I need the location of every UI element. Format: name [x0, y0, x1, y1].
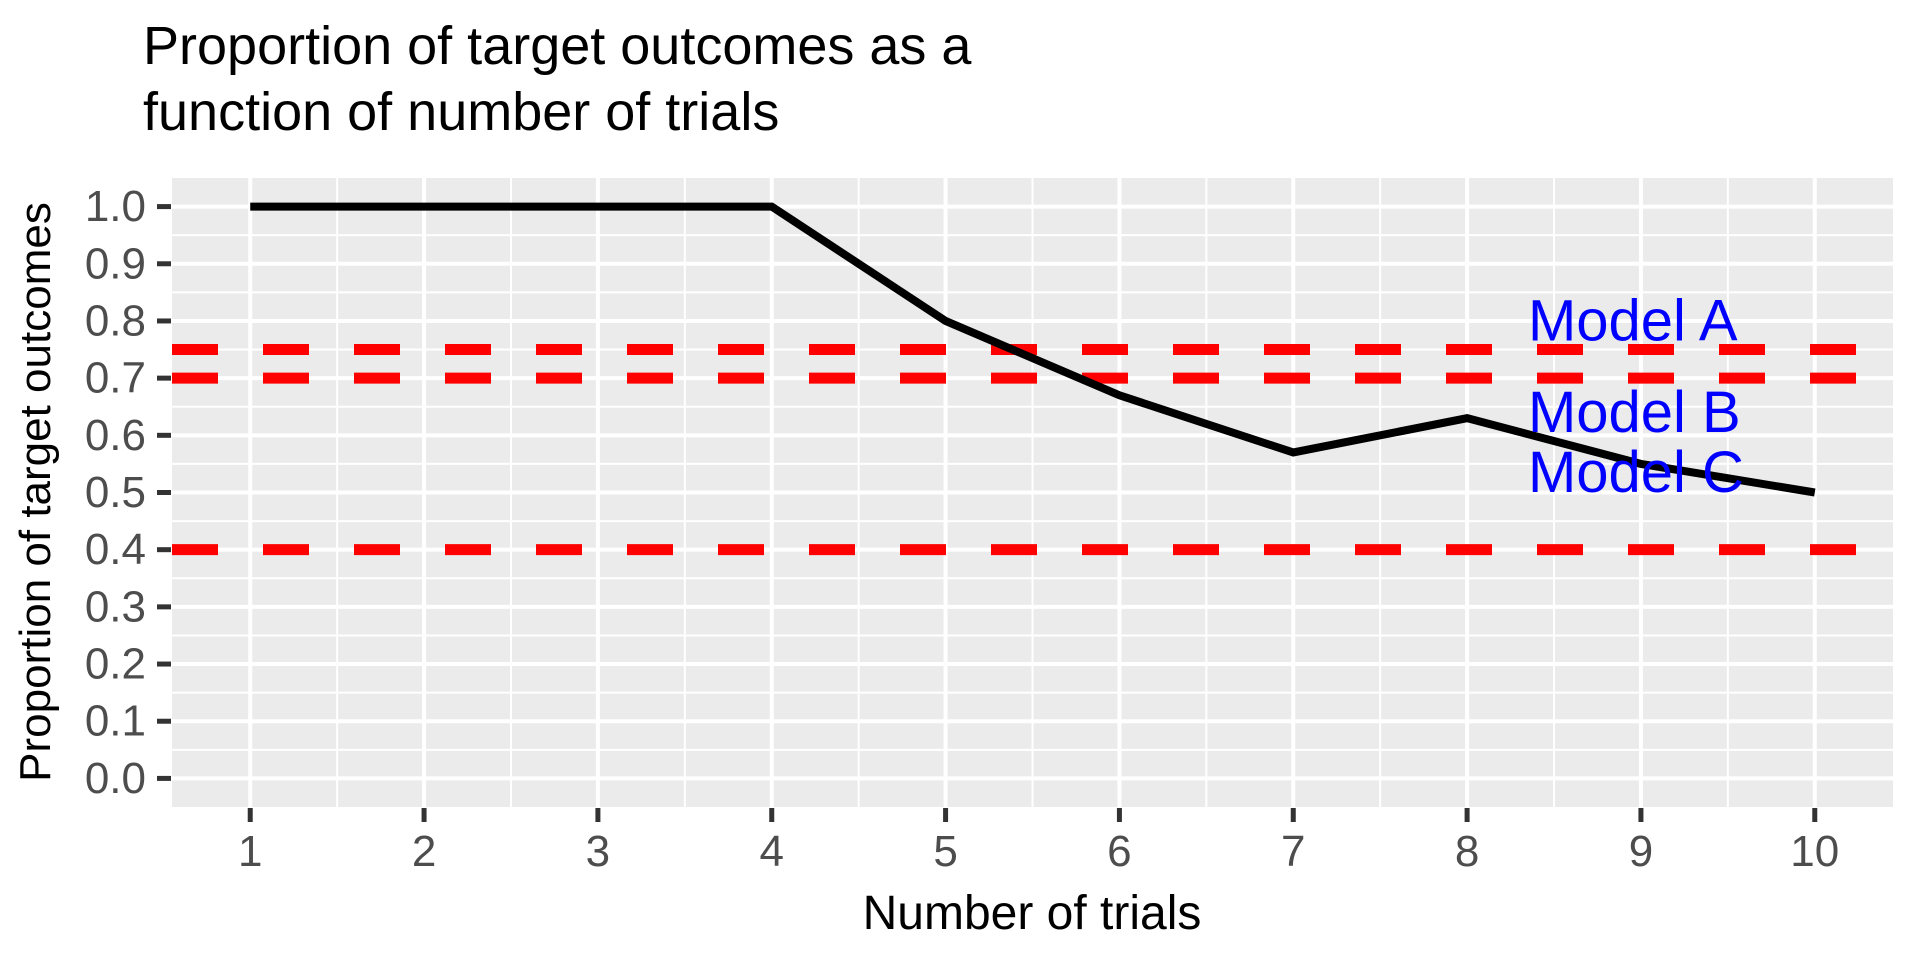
chart-title: Proportion of target outcomes as a funct…	[143, 14, 971, 146]
x-tick-label: 2	[412, 827, 436, 876]
y-tick-label: 0.2	[85, 640, 146, 689]
x-tick-label: 5	[933, 827, 957, 876]
y-tick-label: 1.0	[85, 182, 146, 231]
chart-title-line-1: Proportion of target outcomes as a	[143, 16, 972, 76]
y-tick-label: 0.1	[85, 697, 146, 746]
x-tick-label: 3	[586, 827, 610, 876]
x-tick-label: 4	[760, 827, 784, 876]
y-tick-label: 0.4	[85, 525, 146, 574]
x-tick-label: 7	[1281, 827, 1305, 876]
x-tick-label: 8	[1455, 827, 1479, 876]
annotation-model-a: Model A	[1528, 288, 1738, 353]
y-tick-label: 0.9	[85, 239, 146, 288]
data-line-observed-proportion	[250, 202, 1816, 497]
y-tick-label: 0.7	[85, 354, 146, 403]
y-tick-label: 0.6	[85, 411, 146, 460]
x-axis-title: Number of trials	[862, 887, 1202, 940]
y-tick-label: 0.8	[85, 296, 146, 345]
x-tick-label: 1	[238, 827, 262, 876]
y-tick-label: 0.0	[85, 754, 146, 803]
y-axis-title: Proportion of target outcomes	[11, 202, 60, 782]
y-tick-label: 0.5	[85, 468, 146, 517]
x-tick-label: 6	[1107, 827, 1131, 876]
chart-title-line-2: function of number of trials	[143, 81, 780, 142]
annotation-model-c: Model C	[1528, 440, 1744, 505]
y-tick-label: 0.3	[85, 582, 146, 631]
x-tick-label: 10	[1790, 827, 1839, 876]
annotation-model-b: Model B	[1528, 380, 1741, 445]
x-tick-label: 9	[1629, 827, 1653, 876]
